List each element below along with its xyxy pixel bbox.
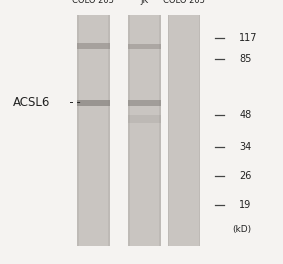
- Text: JK: JK: [140, 0, 148, 5]
- Text: (kD): (kD): [232, 225, 251, 234]
- Bar: [108, 15, 110, 246]
- Text: 19: 19: [239, 200, 251, 210]
- Bar: [77, 15, 110, 246]
- Bar: [168, 15, 200, 246]
- Text: ACSL6: ACSL6: [13, 96, 50, 110]
- Bar: [77, 15, 79, 246]
- Text: 117: 117: [239, 33, 258, 43]
- Text: 85: 85: [239, 54, 252, 64]
- Bar: [128, 15, 130, 246]
- Bar: [128, 100, 161, 106]
- Bar: [159, 15, 161, 246]
- Text: 48: 48: [239, 110, 251, 120]
- Bar: [168, 15, 169, 246]
- Bar: [77, 100, 110, 106]
- Bar: [128, 44, 161, 49]
- Text: 26: 26: [239, 171, 252, 181]
- Bar: [77, 43, 110, 49]
- Text: 34: 34: [239, 142, 251, 152]
- Text: --: --: [68, 96, 82, 110]
- Text: COLO 205: COLO 205: [163, 0, 205, 5]
- Text: COLO 205: COLO 205: [72, 0, 114, 5]
- Bar: [128, 115, 161, 123]
- Bar: [199, 15, 200, 246]
- Bar: [128, 15, 161, 246]
